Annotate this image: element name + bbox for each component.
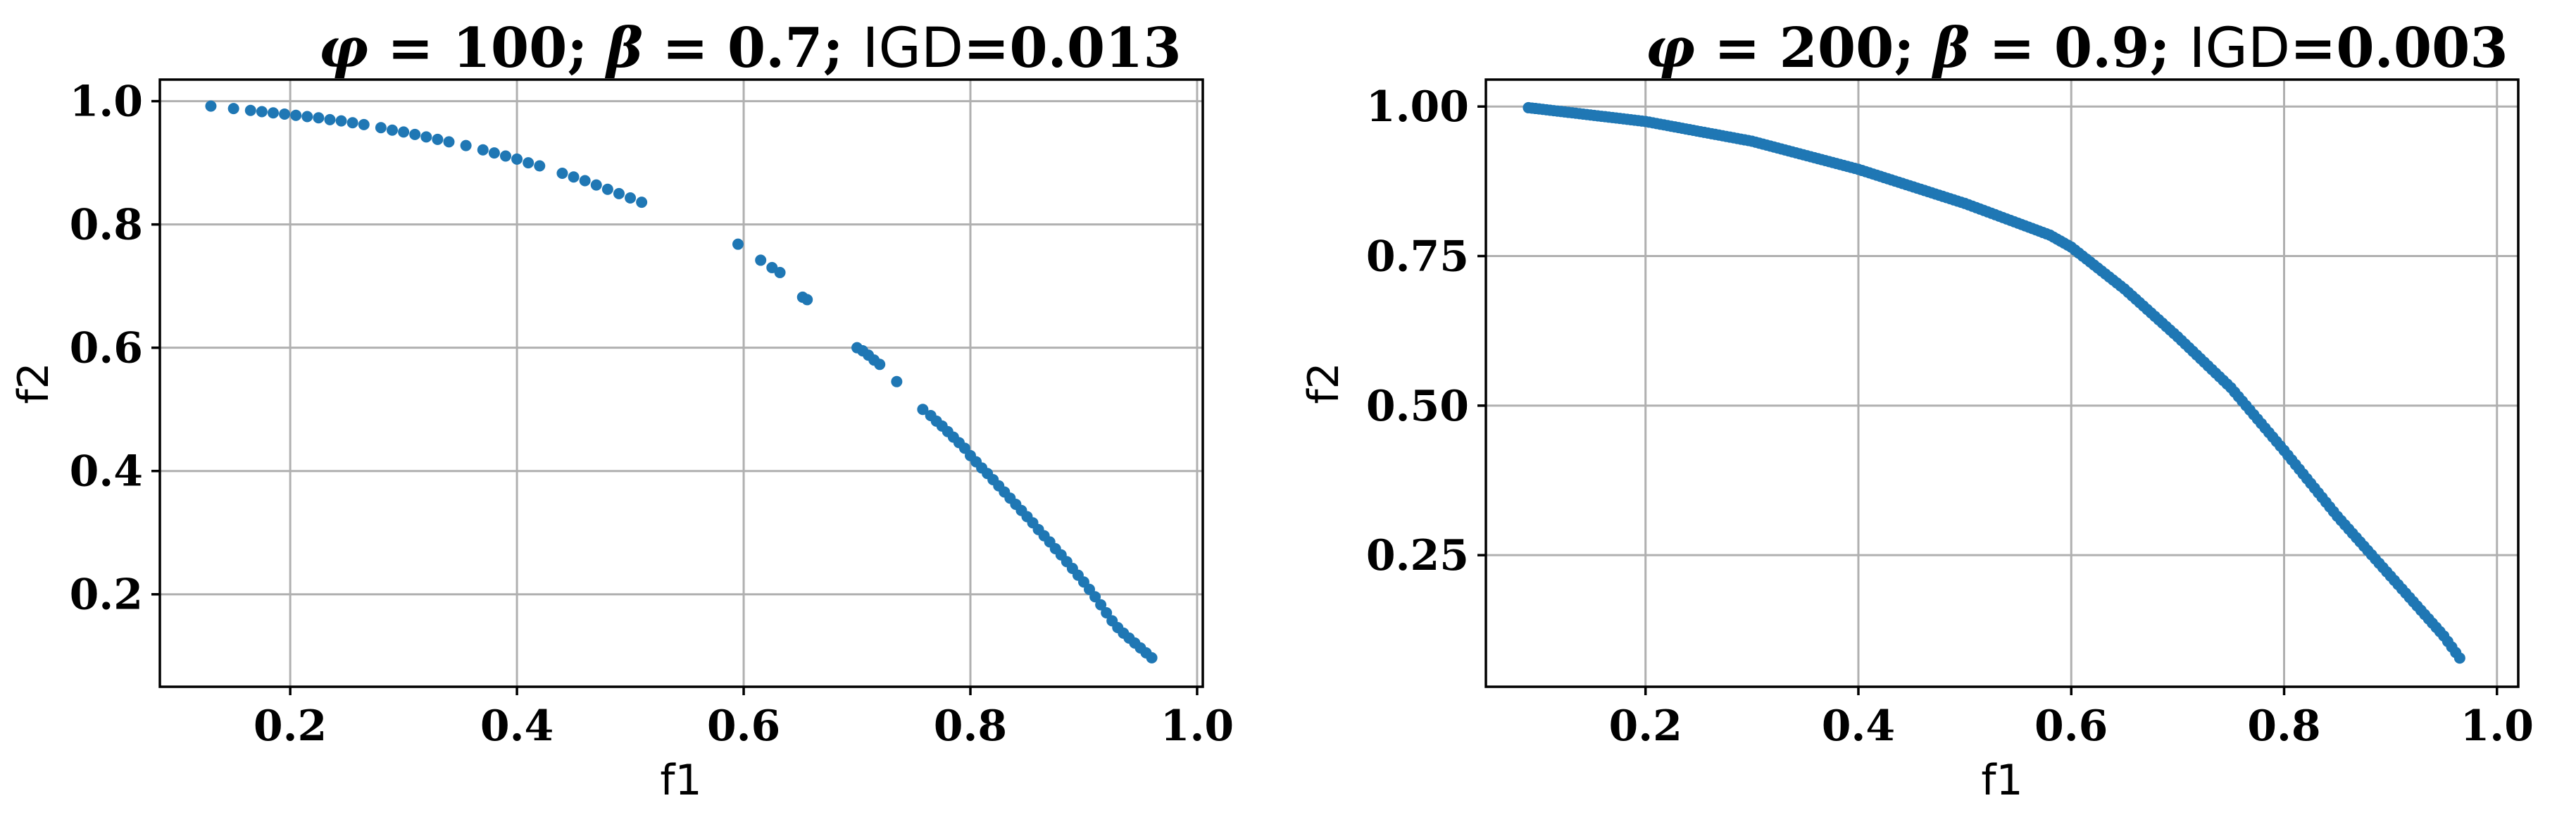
- left-subplot: φ = 100; β = 0.7; IGD=0.013 0.2 0.4 0.6 0.8…: [9, 16, 1234, 805]
- left-scatter-point: [1146, 652, 1158, 664]
- left-y-tick-label: 1.0: [70, 77, 143, 127]
- right-y-tick-label: 0.25: [1366, 531, 1469, 580]
- left-scatter-point: [511, 153, 523, 165]
- left-scatter-point: [477, 144, 489, 156]
- right-plot-title: φ = 200; β = 0.9; IGD=0.003: [1645, 16, 2508, 80]
- right-x-tick-label: 0.2: [1609, 702, 1682, 751]
- left-scatter-point: [420, 131, 432, 143]
- left-scatter-point: [613, 187, 625, 199]
- right-scatter-point: [2453, 652, 2465, 664]
- left-scatter-point: [1095, 599, 1107, 611]
- left-x-tick-label: 0.2: [254, 702, 327, 751]
- right-x-tick-label: 0.8: [2247, 702, 2320, 751]
- left-grid: [160, 80, 1203, 687]
- left-scatter-point: [256, 106, 268, 118]
- left-x-ticks: 0.2 0.4 0.6 0.8 1.0: [254, 687, 1234, 751]
- left-scatter-point: [891, 375, 903, 387]
- right-x-tick-label: 0.6: [2034, 702, 2108, 751]
- left-scatter-point: [523, 157, 534, 169]
- left-scatter-point: [488, 147, 500, 159]
- left-scatter-point: [774, 266, 786, 278]
- right-y-tick-label: 0.75: [1366, 232, 1469, 282]
- left-scatter-point: [534, 160, 546, 172]
- left-scatter-point: [443, 136, 455, 148]
- left-scatter-point: [917, 404, 929, 416]
- left-x-tick-label: 0.8: [934, 702, 1007, 751]
- left-scatter-point: [590, 179, 602, 191]
- left-scatter-point: [324, 113, 336, 125]
- left-scatter-point: [398, 126, 410, 138]
- left-scatter-point: [227, 103, 239, 115]
- left-x-tick-label: 0.6: [707, 702, 780, 751]
- left-x-tick-label: 0.4: [480, 702, 554, 751]
- left-scatter-point: [601, 183, 613, 195]
- left-plot-title: φ = 100; β = 0.7; IGD=0.013: [318, 16, 1181, 80]
- left-scatter-point: [874, 359, 886, 370]
- left-y-tick-label: 0.2: [70, 571, 143, 620]
- right-y-ticks: 0.25 0.50 0.75 1.00: [1366, 82, 1486, 580]
- left-scatter-point: [460, 139, 472, 151]
- left-scatter-point: [335, 115, 347, 127]
- left-scatter-point: [205, 100, 217, 112]
- left-scatter-point: [499, 150, 511, 162]
- left-y-tick-label: 0.4: [70, 447, 143, 497]
- left-scatter-point: [279, 108, 291, 120]
- left-scatter-point: [244, 104, 256, 116]
- left-y-ticks: 0.2 0.4 0.6 0.8 1.0: [70, 77, 160, 620]
- right-y-tick-label: 0.50: [1366, 382, 1469, 431]
- left-y-axis-label: f2: [9, 362, 58, 404]
- right-y-axis-label: f2: [1299, 362, 1349, 404]
- left-scatter-point: [387, 124, 399, 136]
- left-scatter-point: [290, 109, 302, 121]
- left-scatter-point: [346, 117, 358, 129]
- right-x-tick-label: 0.4: [1822, 702, 1895, 751]
- left-scatter-point: [375, 122, 387, 134]
- right-axes-frame: [1484, 78, 2520, 688]
- right-points: [1523, 101, 2465, 664]
- left-x-axis-label: f1: [660, 756, 701, 805]
- left-axes-frame: [158, 78, 1204, 688]
- left-scatter-point: [358, 118, 370, 130]
- left-scatter-point: [267, 107, 279, 119]
- left-scatter-point: [579, 175, 591, 187]
- left-scatter-point: [801, 294, 813, 306]
- left-scatter-point: [409, 128, 421, 140]
- right-x-tick-label: 1.0: [2461, 702, 2534, 751]
- left-y-tick-label: 0.6: [70, 324, 143, 373]
- left-scatter-point: [301, 111, 313, 123]
- right-subplot: φ = 200; β = 0.9; IGD=0.003 0.2 0.4 0.6 0.8…: [1299, 16, 2534, 805]
- left-scatter-point: [556, 168, 568, 180]
- left-scatter-point: [636, 197, 648, 208]
- left-scatter-point: [1089, 591, 1101, 603]
- left-points: [205, 100, 1158, 664]
- left-scatter-point: [625, 192, 637, 204]
- left-scatter-point: [755, 254, 767, 266]
- left-x-tick-label: 1.0: [1161, 702, 1234, 751]
- left-scatter-point: [1101, 606, 1113, 618]
- left-scatter-point: [313, 112, 325, 124]
- left-scatter-point: [732, 238, 744, 250]
- left-scatter-point: [568, 171, 580, 183]
- right-x-axis-label: f1: [1981, 756, 2022, 805]
- right-x-ticks: 0.2 0.4 0.6 0.8 1.0: [1609, 687, 2534, 751]
- right-grid: [1486, 80, 2518, 687]
- left-y-tick-label: 0.8: [70, 201, 143, 250]
- left-scatter-point: [432, 133, 444, 145]
- right-y-tick-label: 1.00: [1366, 82, 1469, 132]
